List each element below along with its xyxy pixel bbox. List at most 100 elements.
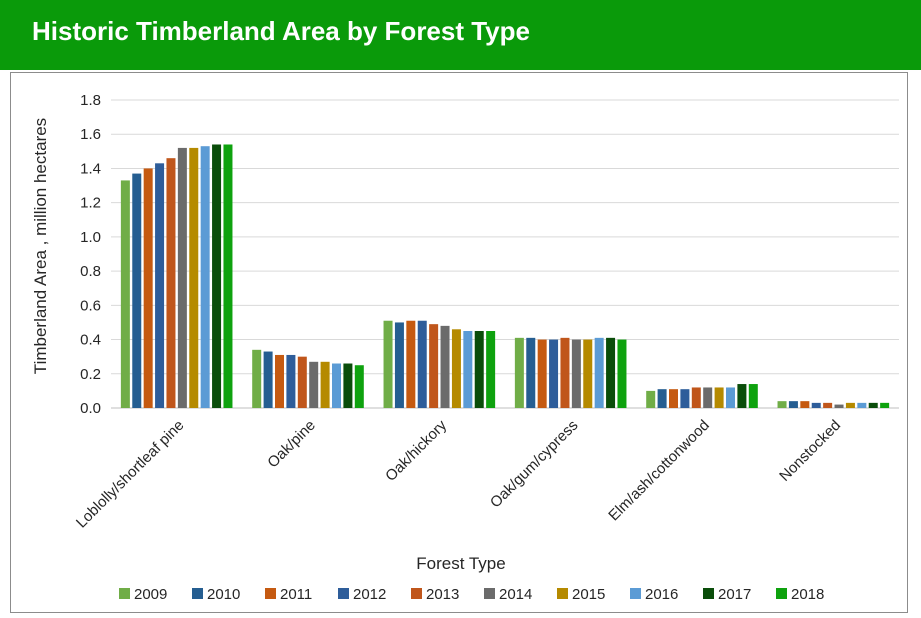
- y-tick-label: 1.0: [80, 229, 101, 246]
- legend-swatch-2014: [484, 588, 495, 599]
- bar-2016: [463, 331, 473, 408]
- bar-2018: [617, 339, 627, 408]
- bar-2018: [880, 402, 890, 408]
- bar-2014: [834, 404, 844, 408]
- legend: 2009 2010 2011 2012 2013 2014 2015 2016 2017 2018: [119, 586, 824, 603]
- legend-swatch-2016: [630, 588, 641, 599]
- legend-label-2015: 2015: [572, 586, 605, 603]
- bar-2014: [309, 361, 319, 408]
- legend-label-2013: 2013: [426, 586, 459, 603]
- legend-swatch-2018: [776, 588, 787, 599]
- bar-2012: [680, 389, 690, 408]
- x-axis-ticks: Loblolly/shortleaf pine Oak/pine Oak/hicko…: [73, 416, 844, 531]
- bar-2018: [354, 365, 364, 408]
- bar-2010: [657, 389, 667, 408]
- x-tick-label: Oak/hickory: [382, 416, 450, 484]
- bar-2009: [120, 180, 130, 408]
- y-tick-label: 0.2: [80, 366, 101, 383]
- bar-2014: [703, 387, 713, 408]
- bar-2011: [406, 320, 416, 408]
- bar-2012: [811, 402, 821, 408]
- legend-label-2016: 2016: [645, 586, 678, 603]
- legend-label-2012: 2012: [353, 586, 386, 603]
- bar-2013: [429, 324, 439, 408]
- legend-swatch-2017: [703, 588, 714, 599]
- legend-label-2010: 2010: [207, 586, 240, 603]
- bar-2009: [646, 390, 656, 408]
- bar-2018: [223, 144, 233, 408]
- legend-label-2011: 2011: [280, 586, 312, 603]
- x-tick-label: Elm/ash/cottonwood: [605, 417, 713, 525]
- bar-2016: [726, 387, 735, 408]
- y-tick-label: 0.4: [80, 332, 101, 349]
- bar-2013: [166, 158, 176, 408]
- bar-2012: [549, 339, 559, 408]
- bar-2011: [537, 339, 547, 408]
- bar-2010: [263, 351, 273, 408]
- bar-2016: [857, 402, 867, 408]
- bar-2011: [669, 389, 678, 408]
- bar-2015: [451, 329, 461, 408]
- chart-frame: 0.0 0.2 0.4 0.6 0.8 1.0 1.2 1.4 1.6 1.8 Loblolly/…: [10, 72, 908, 613]
- bar-2017: [474, 331, 484, 408]
- bar-2017: [606, 337, 616, 408]
- bar-2018: [748, 384, 758, 408]
- bar-2017: [868, 402, 878, 408]
- y-axis-label: Timberland Area , million hectares: [31, 118, 50, 374]
- bar-2013: [823, 402, 833, 408]
- bar-2014: [571, 339, 581, 408]
- bar-2018: [486, 331, 496, 408]
- x-tick-label: Oak/pine: [264, 417, 318, 471]
- x-tick-label: Loblolly/shortleaf pine: [73, 417, 188, 532]
- bar-2014: [177, 147, 187, 408]
- legend-label-2009: 2009: [134, 586, 167, 603]
- y-tick-label: 1.4: [80, 160, 101, 177]
- bar-2012: [155, 163, 165, 408]
- legend-swatch-2012: [338, 588, 349, 599]
- title-banner: Historic Timberland Area by Forest Type: [0, 0, 921, 70]
- legend-label-2014: 2014: [499, 586, 532, 603]
- bar-2013: [560, 337, 570, 408]
- bar-2009: [514, 337, 524, 408]
- x-tick-label: Nonstocked: [776, 417, 844, 485]
- bar-2009: [252, 349, 262, 408]
- bar-2009: [383, 320, 393, 408]
- y-tick-label: 1.6: [80, 126, 101, 143]
- legend-swatch-2011: [265, 588, 276, 599]
- bar-2010: [526, 337, 536, 408]
- bars: [120, 144, 890, 408]
- legend-swatch-2015: [557, 588, 568, 599]
- bar-2014: [440, 325, 450, 408]
- bar-2009: [777, 401, 787, 408]
- bar-2015: [845, 402, 855, 408]
- bar-2013: [297, 356, 307, 408]
- bar-2010: [394, 322, 404, 408]
- bar-2016: [332, 363, 341, 408]
- bar-2016: [200, 146, 210, 408]
- bar-2017: [343, 363, 353, 408]
- bar-2010: [788, 401, 798, 408]
- gridlines: [111, 99, 899, 409]
- bar-2010: [132, 173, 142, 408]
- legend-label-2018: 2018: [791, 586, 824, 603]
- bar-2012: [417, 320, 427, 408]
- bar-2015: [714, 387, 724, 408]
- bar-2011: [275, 354, 284, 408]
- y-tick-label: 1.8: [80, 92, 101, 109]
- y-axis-ticks: 0.0 0.2 0.4 0.6 0.8 1.0 1.2 1.4 1.6 1.8: [80, 92, 101, 417]
- x-tick-label: Oak/gum/cypress: [487, 417, 582, 512]
- x-axis-label: Forest Type: [416, 554, 505, 573]
- bar-2015: [189, 147, 199, 408]
- bar-2011: [800, 401, 810, 408]
- bar-2015: [320, 361, 330, 408]
- bar-2017: [212, 144, 222, 408]
- y-tick-label: 1.2: [80, 195, 101, 212]
- y-tick-label: 0.6: [80, 297, 101, 314]
- bar-2015: [583, 339, 593, 408]
- bar-2016: [594, 337, 604, 408]
- legend-swatch-2013: [411, 588, 422, 599]
- y-tick-label: 0.8: [80, 263, 101, 280]
- bar-2011: [143, 168, 153, 408]
- legend-label-2017: 2017: [718, 586, 751, 603]
- legend-swatch-2010: [192, 588, 203, 599]
